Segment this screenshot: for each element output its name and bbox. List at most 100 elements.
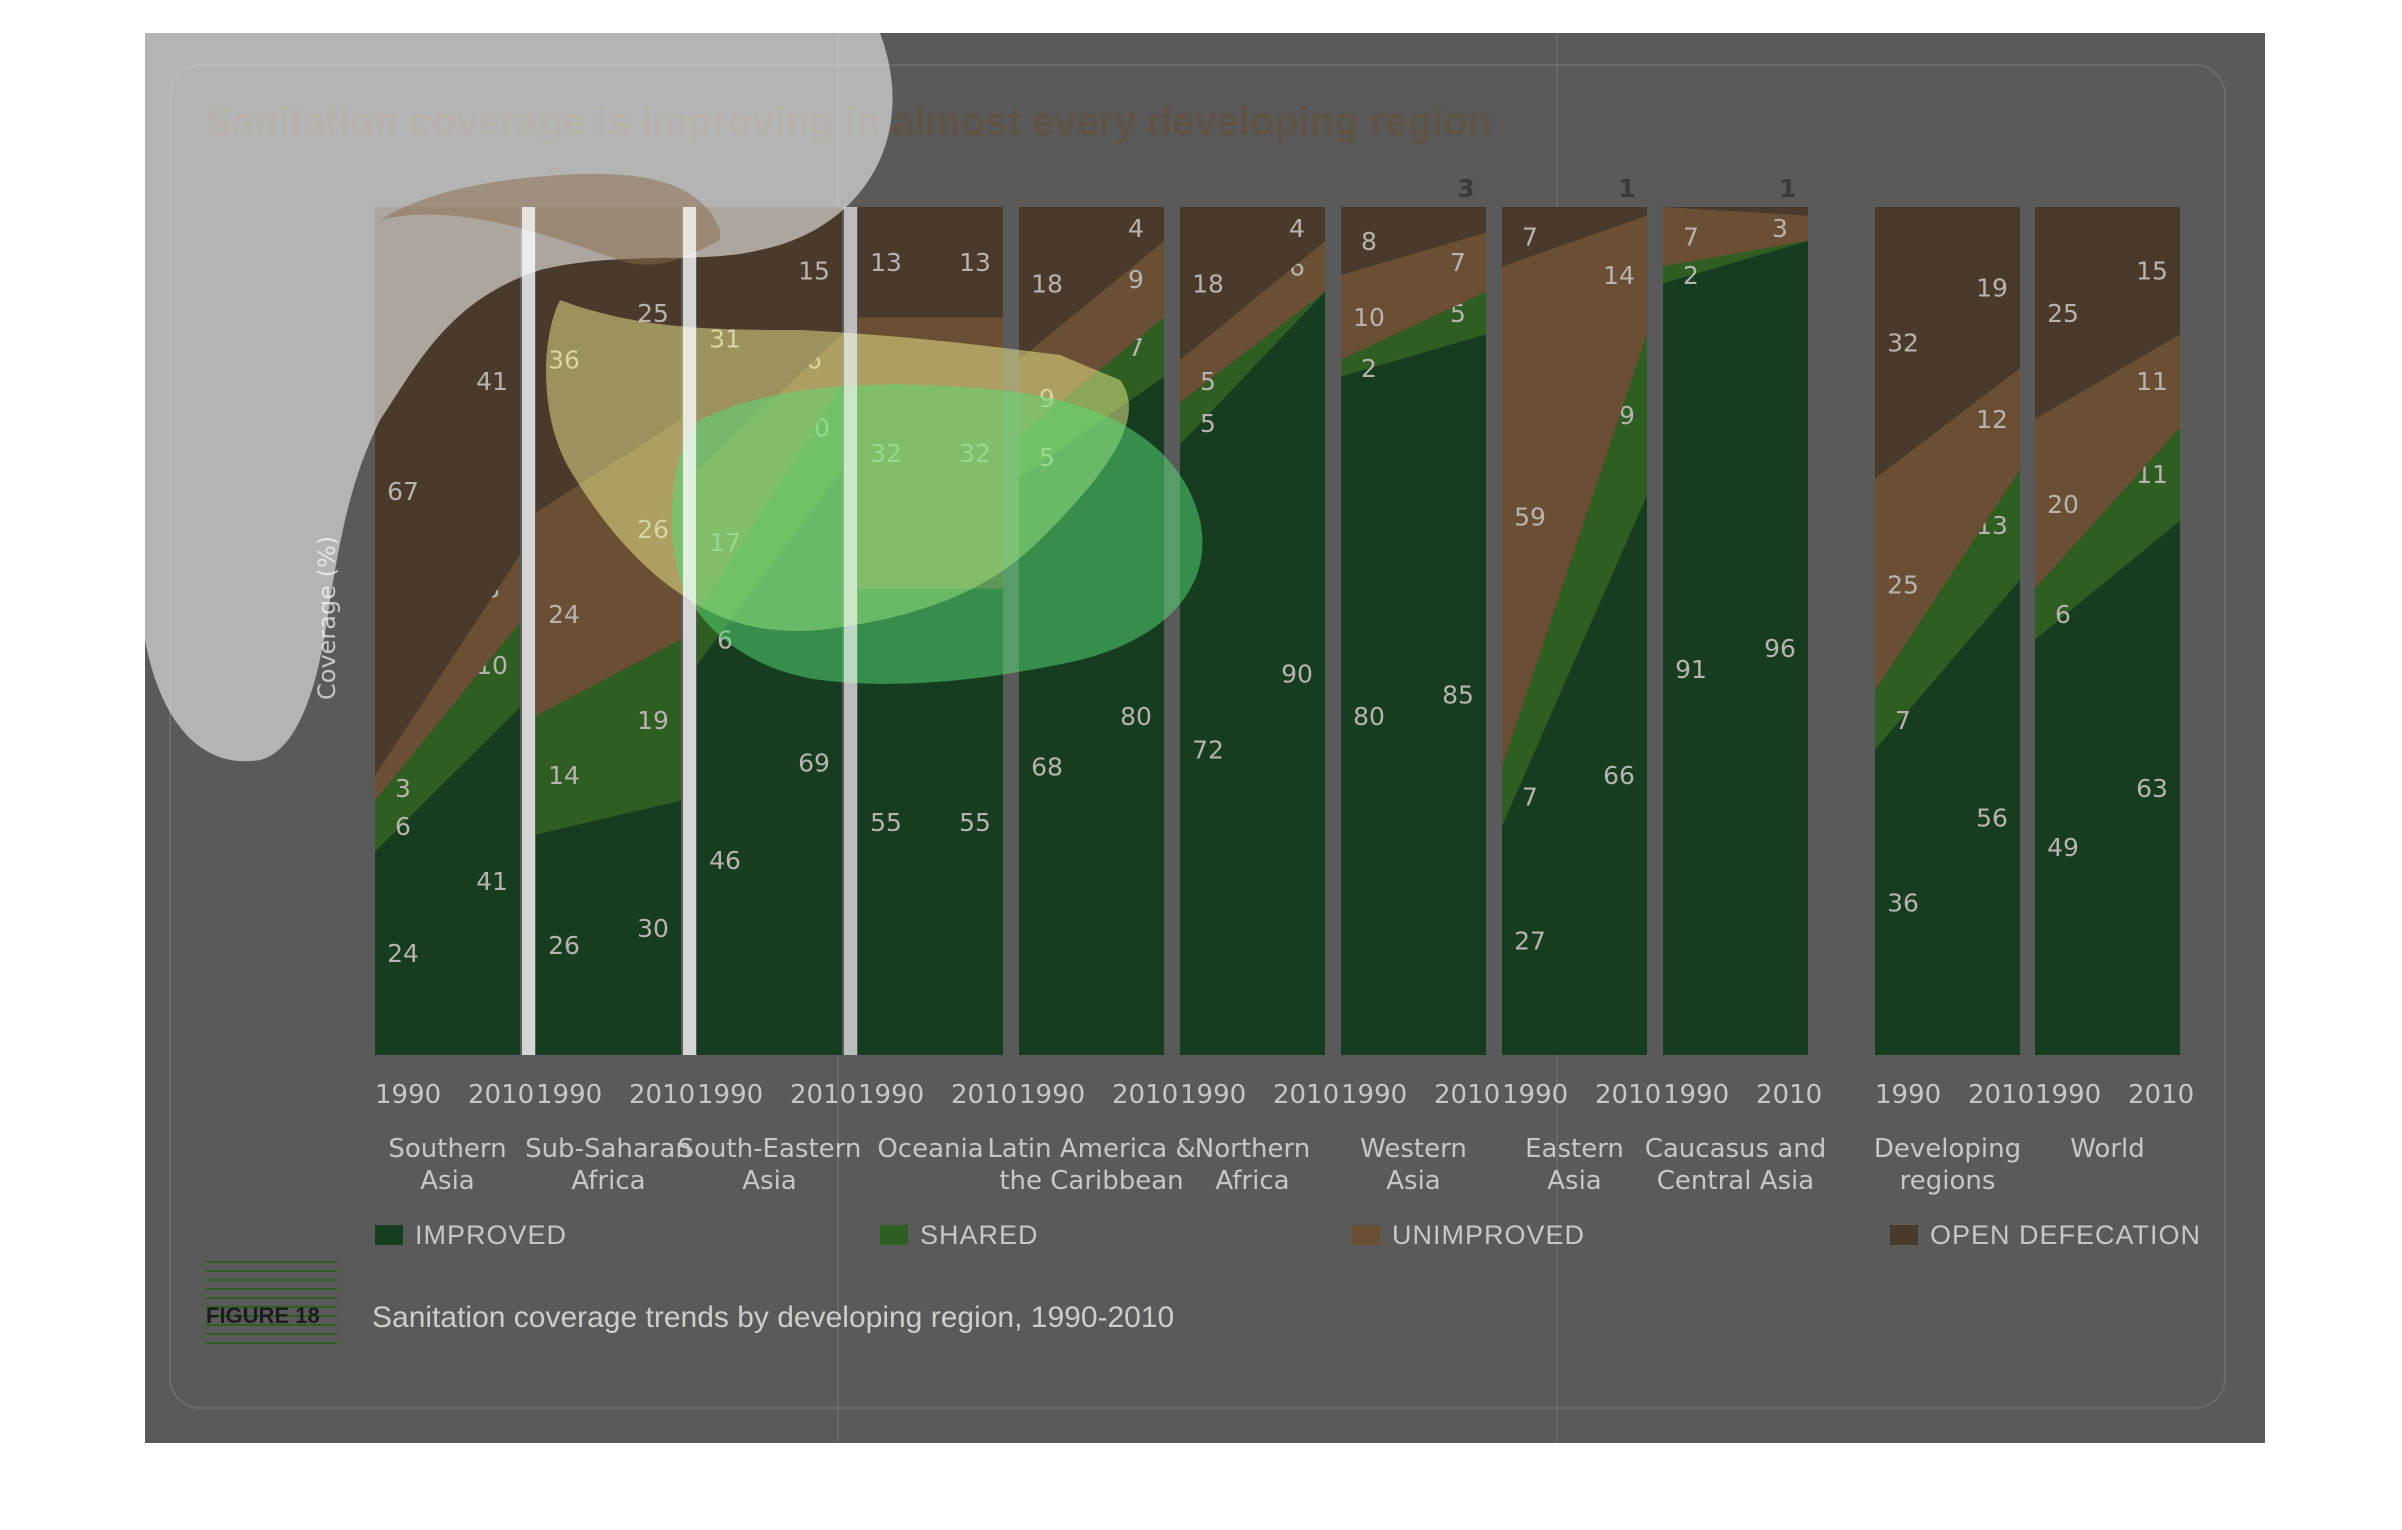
value-label-improved-2010: 55: [959, 808, 991, 837]
value-label-improved-2010: 80: [1120, 702, 1152, 731]
year-label-1990: 1990: [1180, 1080, 1246, 1110]
overlay-brown-band: [380, 173, 720, 265]
year-label-1990: 1990: [1875, 1080, 1941, 1110]
overlay-divider-2: [683, 207, 696, 1055]
value-label-unimproved-1990: 5: [1200, 367, 1216, 396]
year-label-2010: 2010: [1595, 1080, 1661, 1110]
legend-label: OPEN DEFECATION: [1930, 1220, 2201, 1250]
year-label-1990: 1990: [1502, 1080, 1568, 1110]
area-unimproved: [1875, 368, 2020, 691]
legend-item-open-defecation: OPEN DEFECATION: [1890, 1220, 2201, 1250]
value-label-improved-1990: 46: [709, 846, 741, 875]
value-label-improved-2010: 90: [1281, 659, 1313, 688]
value-label-open-defecation-1990: 36: [548, 346, 580, 375]
value-label-shared-1990: 6: [2055, 600, 2071, 629]
area-open-defecation: [1502, 207, 1647, 267]
area-unimproved: [1180, 240, 1325, 403]
value-label-improved-2010: 56: [1976, 804, 2008, 833]
value-label-open-defecation-2010: 3: [1457, 174, 1474, 203]
year-label-1990: 1990: [536, 1080, 602, 1110]
area-unimproved: [1019, 240, 1164, 436]
region-label: World: [2070, 1134, 2145, 1164]
value-label-open-defecation-1990: 25: [2047, 299, 2079, 328]
overlay-green-blob: [671, 384, 1203, 684]
legend-swatch: [1352, 1225, 1380, 1245]
area-open-defecation: [697, 207, 842, 470]
overlay-divider-1: [522, 207, 535, 1055]
area-shared: [1875, 469, 2020, 750]
value-label-open-defecation-2010: 19: [1976, 274, 2008, 303]
value-label-unimproved-2010: 26: [637, 515, 669, 544]
region-label: Eastern: [1525, 1134, 1624, 1164]
value-label-open-defecation-1990: 32: [1887, 329, 1919, 358]
highlight-overlay: [145, 33, 1203, 1055]
value-label-open-defecation-2010: 4: [1128, 214, 1144, 243]
region-label: Central Asia: [1657, 1166, 1814, 1196]
value-label-unimproved-1990: 59: [1514, 503, 1546, 532]
value-label-unimproved-2010: 9: [1128, 265, 1144, 294]
area-open-defecation: [1663, 207, 1808, 216]
value-label-unimproved-1990: 10: [1353, 303, 1385, 332]
year-label-1990: 1990: [2035, 1080, 2101, 1110]
value-label-improved-1990: 91: [1675, 655, 1707, 684]
area-improved: [1502, 495, 1647, 1055]
year-label-1990: 1990: [1341, 1080, 1407, 1110]
area-shared: [536, 639, 681, 835]
value-label-unimproved-2010: 11: [2136, 367, 2168, 396]
year-label-2010: 2010: [951, 1080, 1017, 1110]
value-label-shared-1990: 7: [1522, 782, 1538, 811]
area-open-defecation: [1341, 207, 1486, 275]
value-label-improved-2010: 41: [476, 867, 508, 896]
region-label: Africa: [571, 1166, 645, 1196]
year-label-1990: 1990: [1663, 1080, 1729, 1110]
value-label-unimproved-1990: 7: [1683, 223, 1699, 252]
area-shared: [1180, 291, 1325, 445]
area-unimproved: [1341, 232, 1486, 360]
region-label: Asia: [1386, 1166, 1441, 1196]
value-label-open-defecation-2010: 15: [798, 257, 830, 286]
area-open-defecation: [2035, 207, 2180, 419]
figure-caption: Sanitation coverage trends by developing…: [372, 1301, 1174, 1334]
region-label: the Caribbean: [999, 1166, 1183, 1196]
value-label-open-defecation-2010: 1: [1779, 174, 1796, 203]
value-label-shared-1990: 2: [1361, 354, 1377, 383]
legend: IMPROVED SHARED UNIMPROVED OPEN DEFECATION: [375, 1220, 2201, 1250]
area-shared: [1663, 240, 1808, 284]
value-label-improved-1990: 49: [2047, 833, 2079, 862]
year-label-2010: 2010: [468, 1080, 534, 1110]
value-label-improved-1990: 36: [1887, 888, 1919, 917]
region-label: Southern: [388, 1134, 506, 1164]
value-label-open-defecation-2010: 25: [637, 299, 669, 328]
value-label-shared-1990: 2: [1683, 261, 1699, 290]
value-label-unimproved-1990: 25: [1887, 570, 1919, 599]
year-label-1990: 1990: [858, 1080, 924, 1110]
region-label: Asia: [742, 1166, 797, 1196]
value-label-open-defecation-1990: 67: [387, 477, 419, 506]
year-label-2010: 2010: [629, 1080, 695, 1110]
value-label-open-defecation-1990: 7: [1522, 223, 1538, 252]
region-label: Sub-Saharan: [525, 1134, 692, 1164]
year-label-2010: 2010: [790, 1080, 856, 1110]
area-improved: [1875, 580, 2020, 1055]
year-label-2010: 2010: [1273, 1080, 1339, 1110]
value-label-unimproved-2010: 12: [1976, 405, 2008, 434]
value-label-improved-1990: 80: [1353, 702, 1385, 731]
value-label-unimproved-2010: 14: [1603, 261, 1635, 290]
area-open-defecation: [1019, 207, 1164, 360]
area-improved: [1180, 291, 1325, 1055]
value-label-shared-1990: 14: [548, 761, 580, 790]
area-shared: [375, 622, 520, 852]
region-label: Asia: [420, 1166, 475, 1196]
legend-label: UNIMPROVED: [1392, 1220, 1585, 1250]
area-open-defecation: [536, 207, 681, 513]
region-label: Latin America &: [987, 1134, 1195, 1164]
year-label-2010: 2010: [1756, 1080, 1822, 1110]
area-shared: [1341, 291, 1486, 377]
value-label-improved-1990: 26: [548, 931, 580, 960]
value-label-open-defecation-1990: 13: [870, 248, 902, 277]
figure-caption-block: FIGURE 18 Sanitation coverage trends by …: [206, 1261, 1174, 1344]
value-label-improved-1990: 24: [387, 939, 419, 968]
legend-label: SHARED: [920, 1220, 1039, 1250]
value-label-improved-2010: 30: [637, 914, 669, 943]
